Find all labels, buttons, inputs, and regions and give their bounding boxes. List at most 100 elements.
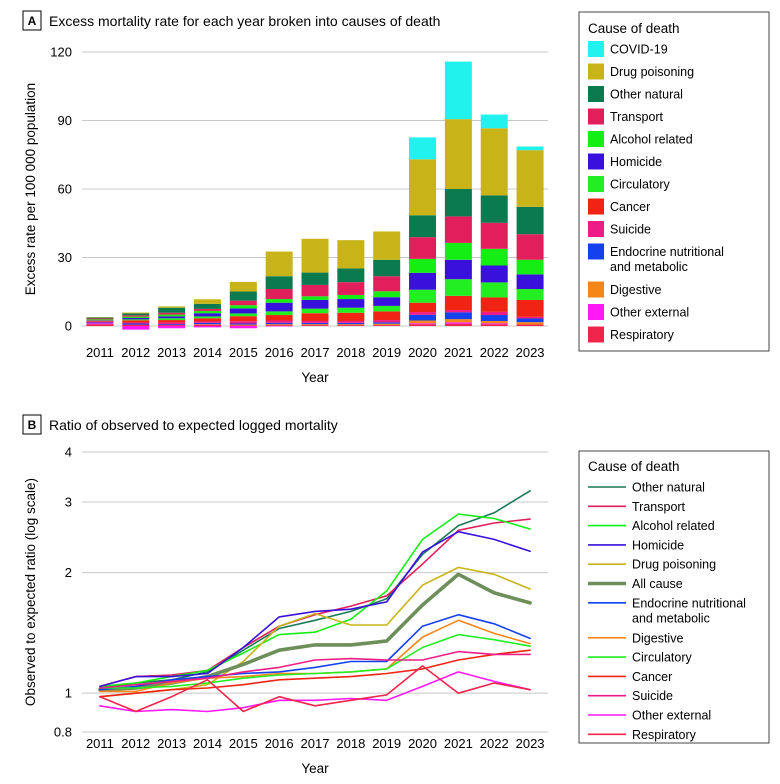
legend-label-transport: Transport [610,110,664,124]
bar-digestive-2017 [301,324,329,326]
panel-b-x-tick-label: 2020 [408,736,437,751]
panel-b-badge-box [22,414,42,435]
bar-homicide-2012 [122,318,150,320]
legend-label-line: Other external [632,709,711,723]
bar-endocrine-nutritional-and-metabolic-2013 [158,324,186,326]
bar-other-natural-2012 [122,313,150,316]
bar-alcohol-related-2012 [122,316,150,319]
panel-a-x-tick-label: 2015 [229,345,258,360]
legend-label-respiratory: Respiratory [632,728,697,742]
bar-transport-2023 [516,234,544,260]
legend-label-cancer: Cancer [610,200,650,214]
legend-label-line: Circulatory [610,178,670,192]
bar-suicide-2012 [122,322,150,324]
bar-digestive-2022 [480,320,508,324]
legend-label-line: COVID-19 [610,43,668,57]
panel-a-x-tick-label: 2014 [193,345,222,360]
bar-digestive-2015 [229,324,257,326]
bar-drug-poisoning-2013 [158,306,186,308]
bar-endocrine-nutritional-and-metabolic-2016 [265,322,293,325]
line-suicide [99,650,531,689]
bar-drug-poisoning-2016 [265,251,293,277]
legend-swatch-digestive [588,281,604,298]
line-homicide [99,530,531,688]
legend-swatch-covid-19 [588,41,604,57]
panel-b-x-tick-label: 2013 [157,736,186,751]
bar-transport-2015 [229,300,257,306]
bar-digestive-2018 [337,324,365,326]
bar-endocrine-nutritional-and-metabolic-2012 [122,323,150,325]
panel-a-x-tick-label: 2020 [408,345,437,360]
legend-label-line: Other natural [632,481,705,495]
bar-respiratory-2013 [158,325,186,326]
bar-homicide-2023 [516,274,544,290]
bar-alcohol-related-2019 [373,291,401,298]
bar-respiratory-2020 [409,324,437,326]
panel-b-y-tick-label: 3 [65,495,72,510]
legend-swatch-circulatory [588,176,604,192]
bar-cancer-2013 [158,320,186,323]
bar-other-natural-2020 [409,215,437,238]
bar-other-external-2015 [229,326,257,329]
panel-a-x-tick-label: 2012 [121,345,150,360]
bar-alcohol-related-2021 [444,242,472,260]
legend-label-drug-poisoning: Drug poisoning [610,65,694,79]
bar-drug-poisoning-2021 [444,119,472,189]
bar-drug-poisoning-2022 [480,128,508,196]
bar-respiratory-2014 [193,324,221,326]
panel-b-x-tick-label: 2019 [372,736,401,751]
legend-label-line: Transport [610,110,664,124]
legend-label-line: Endocrine nutritional [610,245,724,259]
legend-label-line: Homicide [632,538,684,552]
legend-label-line: Transport [632,500,686,514]
legend-label-covid-19: COVID-19 [610,43,668,57]
bar-cancer-2021 [444,295,472,311]
bar-cancer-2017 [301,313,329,321]
panel-a-x-axis-label: Year [301,370,329,385]
bar-alcohol-related-2015 [229,305,257,309]
line-other-external [99,671,531,713]
panel-a-x-tick-label: 2013 [157,345,186,360]
bar-cancer-2012 [122,320,150,323]
panel-a-x-tick-label: 2017 [301,345,330,360]
panel-b-x-tick-label: 2023 [516,736,545,751]
bar-other-natural-2011 [86,317,114,319]
legend-label-line: Respiratory [632,728,697,742]
bar-drug-poisoning-2018 [337,240,365,269]
legend-label-circulatory: Circulatory [632,651,692,665]
panel-b-x-tick-label: 2021 [444,736,473,751]
panel-b-y-tick-label: 1 [65,686,72,701]
legend-label-other-natural: Other natural [632,481,705,495]
legend-label-line: and metabolic [632,611,710,625]
bar-suicide-2020 [409,312,437,315]
legend-label-line: Cancer [610,200,650,214]
bar-circulatory-2013 [158,318,186,321]
legend-swatch-cancer [588,198,604,215]
bar-drug-poisoning-2019 [373,231,401,260]
bar-suicide-2021 [444,310,472,313]
panel-a-x-tick-label: 2019 [372,345,401,360]
panel-b-x-tick-label: 2022 [480,736,509,751]
legend-label-suicide: Suicide [610,223,651,237]
bar-transport-2014 [193,308,221,311]
panel-a-x-tick-label: 2016 [265,345,294,360]
bar-other-external-2022 [480,323,508,325]
bar-suicide-2019 [373,320,401,323]
bar-suicide-2017 [301,320,329,323]
bar-other-natural-2016 [265,276,293,290]
bar-cancer-2022 [480,297,508,312]
bar-suicide-2022 [480,311,508,316]
bar-endocrine-nutritional-and-metabolic-2020 [409,314,437,321]
bar-endocrine-nutritional-and-metabolic-2023 [516,318,544,323]
panel-b-header: B Ratio of observed to expected logged m… [22,414,338,435]
bar-cancer-2014 [193,318,221,322]
bar-other-external-2011 [86,323,114,325]
bar-endocrine-nutritional-and-metabolic-2014 [193,322,221,325]
panel-a-x-tick-label: 2018 [336,345,365,360]
bar-homicide-2016 [265,302,293,312]
bar-other-natural-2013 [158,307,186,313]
legend-label-respiratory: Respiratory [610,328,675,342]
bar-suicide-2015 [229,321,257,324]
legend-label-line: Respiratory [610,328,675,342]
